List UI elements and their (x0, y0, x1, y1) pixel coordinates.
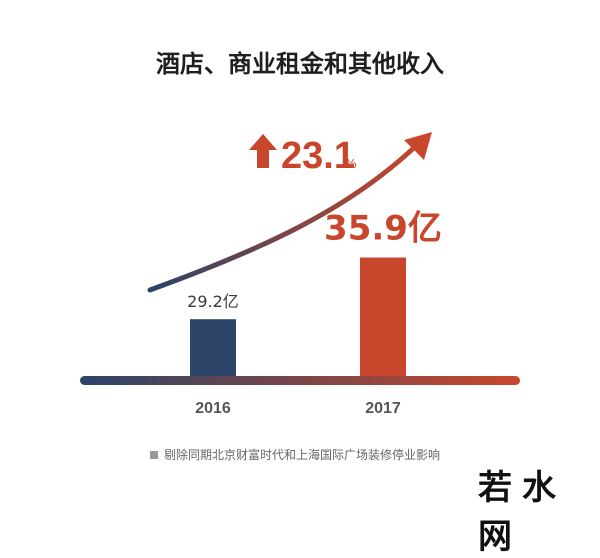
watermark-logo: 若水网 (478, 468, 566, 557)
footnote: 剔除同期北京财富时代和上海国际广场装修停业影响 (150, 446, 440, 463)
up-arrow-icon (249, 134, 277, 168)
bar-value-label-2017: 35.9亿 (324, 209, 442, 249)
bar-2017 (360, 257, 406, 378)
bar-2016 (190, 319, 236, 378)
chart-title: 酒店、商业租金和其他收入 (156, 50, 444, 78)
footnote-text: 剔除同期北京财富时代和上海国际广场装修停业影响 (164, 448, 441, 462)
growth-annotation: 23.1 % (249, 134, 357, 177)
x-tick-label-2016: 2016 (195, 400, 231, 417)
trend-arrowhead (404, 132, 432, 160)
growth-unit: % (345, 156, 357, 171)
growth-trend-arrow (147, 139, 423, 293)
footnote-square-icon (150, 451, 158, 459)
bar-chart: 29.2亿 2016 35.9亿 2017 23.1 % (80, 132, 520, 417)
bar-value-label-2016: 29.2亿 (187, 292, 239, 311)
x-axis-baseline (80, 376, 520, 385)
growth-value: 23.1 (281, 135, 355, 177)
x-tick-label-2017: 2017 (365, 400, 401, 417)
